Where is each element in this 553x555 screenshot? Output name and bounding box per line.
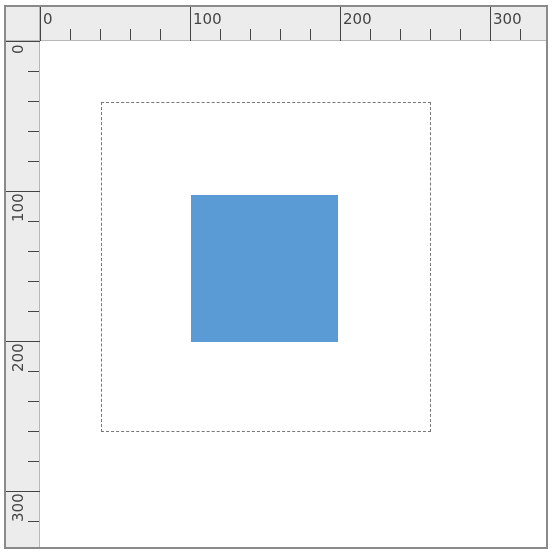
ruler-major-tick <box>6 191 40 192</box>
ruler-minor-tick <box>28 371 39 372</box>
ruler-label: 0 <box>43 10 53 28</box>
ruler-minor-tick <box>28 71 39 72</box>
ruler-minor-tick <box>70 29 71 40</box>
ruler-major-tick <box>490 7 491 41</box>
ruler-minor-tick <box>400 29 401 40</box>
ruler-minor-tick <box>28 461 39 462</box>
vertical-ruler: 0 100 200 300 <box>6 41 40 547</box>
ruler-minor-tick <box>28 401 39 402</box>
ruler-major-tick <box>340 7 341 41</box>
ruler-minor-tick <box>520 29 521 40</box>
ruler-minor-tick <box>280 29 281 40</box>
ruler-minor-tick <box>220 29 221 40</box>
ruler-major-tick <box>6 341 40 342</box>
ruler-major-tick <box>190 7 191 41</box>
ruler-minor-tick <box>310 29 311 40</box>
ruler-label: 200 <box>343 10 372 28</box>
ruler-minor-tick <box>28 221 39 222</box>
ruler-major-tick <box>6 41 40 42</box>
ruler-minor-tick <box>430 29 431 40</box>
ruler-label: 0 <box>9 44 27 54</box>
ruler-minor-tick <box>28 161 39 162</box>
selection-outline[interactable] <box>101 102 431 432</box>
ruler-label: 300 <box>9 493 27 522</box>
ruler-minor-tick <box>28 311 39 312</box>
design-canvas[interactable] <box>40 41 546 547</box>
ruler-minor-tick <box>100 29 101 40</box>
ruler-minor-tick <box>28 431 39 432</box>
ruler-label: 100 <box>9 193 27 222</box>
ruler-minor-tick <box>28 251 39 252</box>
ruler-minor-tick <box>28 131 39 132</box>
ruler-corner <box>6 7 40 41</box>
ruler-minor-tick <box>28 101 39 102</box>
ruler-minor-tick <box>160 29 161 40</box>
ruler-minor-tick <box>28 521 39 522</box>
design-surface-frame: 0 100 200 300 0 100 200 300 <box>4 5 548 549</box>
horizontal-ruler: 0 100 200 300 <box>40 7 546 41</box>
ruler-label: 200 <box>9 343 27 372</box>
ruler-minor-tick <box>460 29 461 40</box>
blue-rectangle[interactable] <box>191 195 338 342</box>
ruler-label: 100 <box>193 10 222 28</box>
ruler-label: 300 <box>493 10 522 28</box>
ruler-minor-tick <box>28 281 39 282</box>
ruler-minor-tick <box>250 29 251 40</box>
ruler-minor-tick <box>370 29 371 40</box>
ruler-major-tick <box>6 491 40 492</box>
ruler-major-tick <box>40 7 41 41</box>
ruler-minor-tick <box>130 29 131 40</box>
